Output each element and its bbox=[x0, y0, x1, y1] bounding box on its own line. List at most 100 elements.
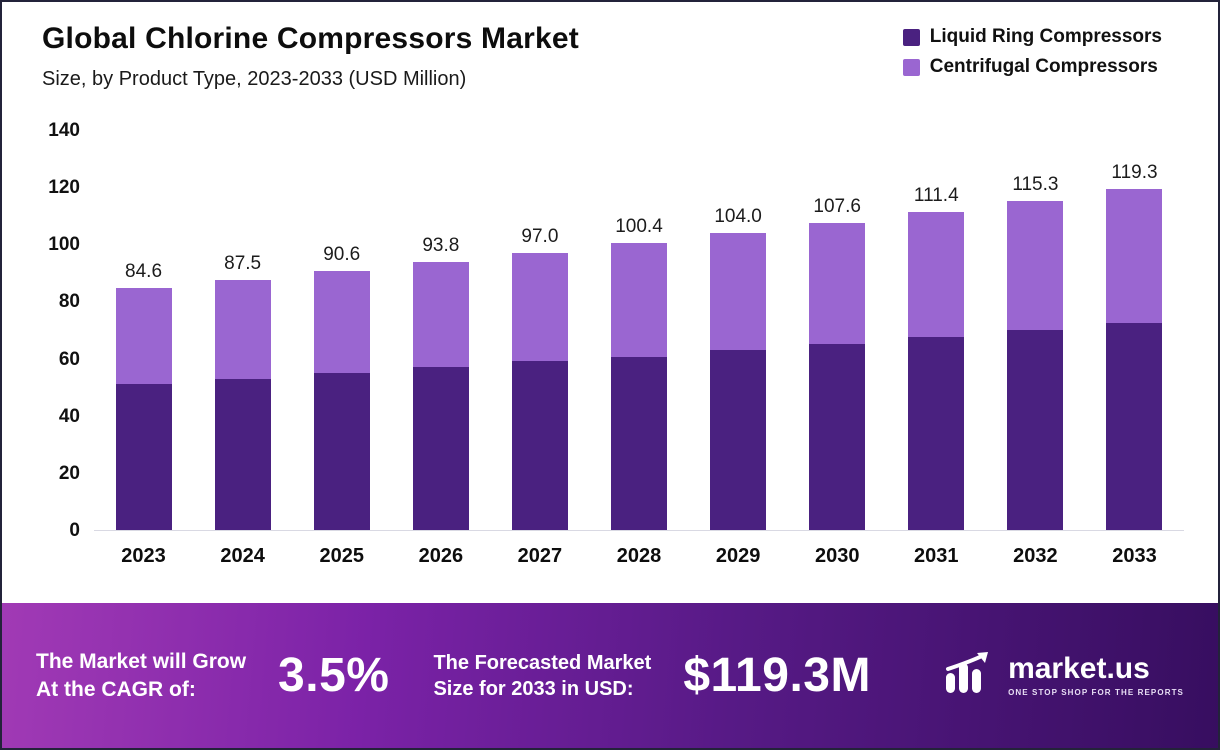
bar-stack bbox=[214, 280, 271, 530]
x-axis-label: 2031 bbox=[914, 545, 959, 567]
bar-segment-liquid-ring-compressors bbox=[908, 337, 965, 530]
bar-total-label: 104.0 bbox=[714, 205, 762, 227]
x-axis-label: 2027 bbox=[517, 545, 563, 567]
chart-area: 0 20 40 60 80 100 120 140 84.6 87.5 90.6 93.8 97.0 1… bbox=[2, 91, 1218, 603]
y-axis: 0 20 40 60 80 100 120 140 bbox=[20, 120, 94, 541]
y-tick-label: 120 bbox=[48, 177, 80, 199]
y-tick-label: 140 bbox=[48, 120, 80, 141]
bar-segment-liquid-ring-compressors bbox=[115, 384, 172, 530]
x-axis-label: 2025 bbox=[319, 545, 364, 567]
bar-stack bbox=[412, 262, 469, 530]
bar-column: 87.5 bbox=[193, 253, 292, 530]
marketus-logo-icon bbox=[944, 651, 996, 700]
bar-segment-liquid-ring-compressors bbox=[1106, 322, 1163, 530]
plot-area: 84.6 87.5 90.6 93.8 97.0 100.4 104.0 107.6 111.4… bbox=[94, 131, 1184, 531]
bar-segment-centrifugal-compressors bbox=[611, 243, 668, 358]
x-axis-label: 2026 bbox=[418, 545, 464, 567]
bar-segment-liquid-ring-compressors bbox=[412, 367, 469, 530]
legend-swatch-centrifugal bbox=[902, 58, 920, 76]
bar-column: 107.6 bbox=[788, 196, 887, 530]
x-axis-label: 2024 bbox=[220, 545, 265, 567]
chart-title: Global Chlorine Compressors Market bbox=[42, 22, 579, 55]
bar-segment-centrifugal-compressors bbox=[908, 211, 965, 338]
bar-total-label: 119.3 bbox=[1111, 162, 1158, 184]
legend-item-liquid-ring: Liquid Ring Compressors bbox=[902, 26, 1162, 48]
forecast-label-line2: Size for 2033 in USD: bbox=[433, 677, 634, 700]
plot-wrap: 84.6 87.5 90.6 93.8 97.0 100.4 104.0 107.6 111.4… bbox=[94, 131, 1184, 603]
bar-segment-centrifugal-compressors bbox=[710, 232, 767, 350]
bar-total-label: 107.6 bbox=[813, 195, 861, 217]
bar-total-label: 93.8 bbox=[422, 235, 460, 257]
forecast-section: The Forecasted Market Size for 2033 in U… bbox=[433, 650, 651, 702]
bar-column: 100.4 bbox=[589, 216, 688, 530]
bar-stack bbox=[710, 232, 767, 530]
bar-segment-centrifugal-compressors bbox=[313, 271, 370, 373]
marketus-tagline: One Stop Shop For The Reports bbox=[1008, 688, 1184, 697]
legend-label-liquid-ring: Liquid Ring Compressors bbox=[929, 26, 1162, 47]
bar-segment-liquid-ring-compressors bbox=[710, 350, 767, 530]
x-axis-label: 2029 bbox=[715, 545, 761, 567]
y-tick-label: 40 bbox=[58, 405, 80, 427]
bar-segment-liquid-ring-compressors bbox=[809, 344, 866, 530]
bar-column: 119.3 bbox=[1085, 162, 1184, 530]
bar-segment-liquid-ring-compressors bbox=[313, 372, 370, 530]
bar-column: 93.8 bbox=[391, 235, 490, 530]
bar-column: 111.4 bbox=[887, 185, 986, 530]
bar-total-label: 84.6 bbox=[125, 261, 163, 283]
bar-stack bbox=[313, 271, 370, 530]
footer-banner: The Market will Grow At the CAGR of: 3.5… bbox=[2, 603, 1218, 748]
bar-segment-liquid-ring-compressors bbox=[1007, 330, 1064, 530]
x-axis-label: 2023 bbox=[121, 545, 166, 567]
bar-total-label: 97.0 bbox=[521, 225, 559, 247]
cagr-label: The Market will Grow At the CAGR of: bbox=[36, 648, 246, 703]
bar-total-label: 90.6 bbox=[323, 244, 361, 266]
bar-total-label: 111.4 bbox=[913, 184, 959, 206]
bar-segment-liquid-ring-compressors bbox=[611, 357, 668, 530]
bar-stack bbox=[115, 288, 172, 530]
cagr-value: 3.5% bbox=[278, 649, 390, 702]
legend-swatch-liquid-ring bbox=[902, 28, 920, 46]
forecast-label-line1: The Forecasted Market bbox=[433, 651, 652, 674]
bar-column: 115.3 bbox=[986, 174, 1085, 530]
bar-segment-liquid-ring-compressors bbox=[214, 378, 271, 530]
chart-header: Global Chlorine Compressors Market Size,… bbox=[2, 2, 1218, 91]
x-axis-label: 2030 bbox=[814, 545, 860, 567]
chart-subtitle: Size, by Product Type, 2023-2033 (USD Mi… bbox=[42, 68, 467, 90]
bar-column: 97.0 bbox=[490, 226, 589, 530]
forecast-label: The Forecasted Market Size for 2033 in U… bbox=[433, 650, 651, 702]
x-axis-label: 2028 bbox=[616, 545, 662, 567]
bar-total-label: 100.4 bbox=[615, 216, 663, 238]
cagr-section: The Market will Grow At the CAGR of: bbox=[36, 648, 246, 703]
forecast-value: $119.3M bbox=[683, 649, 871, 702]
bar-stack bbox=[611, 243, 668, 530]
marketus-wordmark: market.us bbox=[1008, 652, 1150, 685]
bar-stack bbox=[1007, 200, 1064, 530]
x-axis: 2023 2024 2025 2026 2027 2028 2029 2030 2031 2032… bbox=[94, 545, 1184, 568]
x-axis-label: 2032 bbox=[1013, 545, 1058, 567]
bar-column: 90.6 bbox=[292, 244, 391, 530]
bar-segment-centrifugal-compressors bbox=[115, 288, 172, 385]
bar-stack bbox=[511, 252, 568, 530]
bar-total-label: 115.3 bbox=[1012, 173, 1059, 195]
legend-item-centrifugal: Centrifugal Compressors bbox=[902, 56, 1162, 78]
bar-segment-centrifugal-compressors bbox=[1106, 189, 1163, 323]
bar-column: 84.6 bbox=[94, 261, 193, 530]
bar-segment-liquid-ring-compressors bbox=[511, 361, 568, 530]
x-axis-label: 2033 bbox=[1112, 545, 1157, 567]
bar-segment-centrifugal-compressors bbox=[511, 252, 568, 362]
y-tick-label: 20 bbox=[58, 462, 80, 484]
bar-stack bbox=[908, 211, 965, 530]
bar-segment-centrifugal-compressors bbox=[809, 222, 866, 345]
legend: Liquid Ring Compressors Centrifugal Comp… bbox=[902, 26, 1162, 78]
y-tick-label: 80 bbox=[58, 291, 80, 313]
bar-segment-centrifugal-compressors bbox=[1007, 200, 1064, 330]
cagr-label-line1: The Market will Grow bbox=[36, 650, 247, 674]
legend-label-centrifugal: Centrifugal Compressors bbox=[929, 56, 1158, 77]
y-tick-label: 60 bbox=[58, 348, 80, 370]
marketus-logo-text: market.us One Stop Shop For The Reports bbox=[1008, 652, 1184, 698]
marketus-logo: market.us One Stop Shop For The Reports bbox=[944, 651, 1184, 700]
bar-stack bbox=[809, 222, 866, 530]
bar-stack bbox=[1106, 189, 1163, 530]
y-tick-label: 100 bbox=[48, 234, 80, 256]
